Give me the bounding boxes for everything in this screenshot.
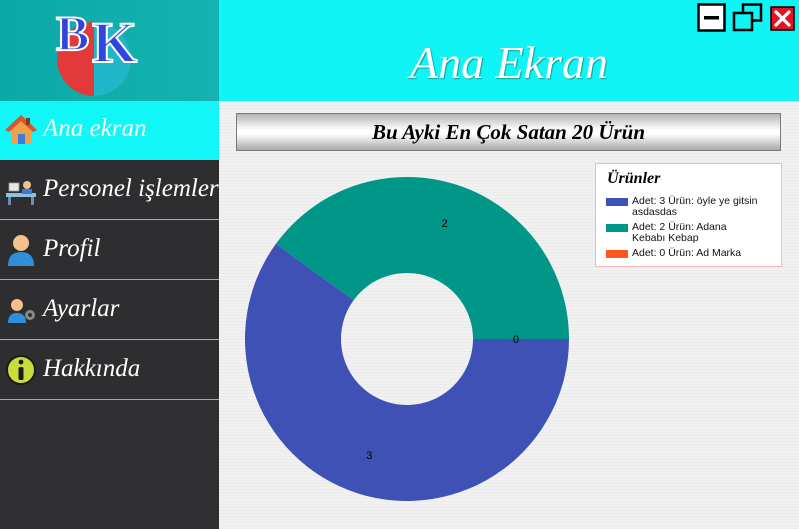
- info-icon: [6, 355, 36, 385]
- legend-label: Adet: 2 Ürün: Adana Kebabı Kebap: [632, 221, 727, 244]
- sidebar-item-label: Profil: [43, 235, 101, 262]
- minimize-icon: [697, 3, 726, 32]
- chart-title: Bu Ayki En Çok Satan 20 Ürün: [371, 120, 646, 144]
- user-settings-icon: [8, 299, 35, 323]
- app-logo: B K: [55, 4, 138, 96]
- donut-chart: 3 2 0: [245, 176, 569, 501]
- minimize-button[interactable]: [697, 3, 726, 32]
- sidebar-item-label: Ayarlar: [43, 295, 120, 322]
- chart-legend: Ürünler Adet: 3 Ürün: öyle ye gitsin asd…: [595, 163, 782, 267]
- close-button[interactable]: [770, 6, 795, 31]
- sidebar-item-ayarlar[interactable]: Ayarlar: [0, 281, 219, 340]
- data-label: 0: [513, 334, 519, 346]
- sidebar-item-ana-ekran[interactable]: Ana ekran: [0, 101, 219, 160]
- sidebar-item-profil[interactable]: Profil: [0, 221, 219, 280]
- page-title: Ana Ekran: [409, 37, 608, 88]
- chart-title-bar: Bu Ayki En Çok Satan 20 Ürün: [236, 113, 781, 151]
- logo-area: B K: [0, 0, 219, 101]
- svg-text:B: B: [56, 5, 89, 61]
- legend-swatch: [606, 250, 628, 258]
- restore-icon: [732, 3, 763, 32]
- home-icon: [5, 115, 37, 144]
- user-icon: [8, 235, 34, 266]
- sidebar-item-personel-islemleri[interactable]: Personel işlemleri: [0, 161, 226, 220]
- sidebar-item-hakkinda[interactable]: Hakkında: [0, 341, 219, 400]
- legend-label: Adet: 3 Ürün: öyle ye gitsin asdasdas: [632, 195, 758, 218]
- data-label: 3: [366, 450, 372, 462]
- legend-swatch: [606, 198, 628, 206]
- svg-text:K: K: [92, 10, 137, 75]
- sidebar-item-label: Hakkında: [43, 355, 141, 382]
- legend-label: Adet: 0 Ürün: Ad Marka: [632, 247, 742, 259]
- pie-slice: [275, 176, 569, 339]
- staff-desk-icon: [6, 181, 36, 205]
- close-icon: [770, 6, 795, 31]
- data-label: 2: [442, 218, 448, 230]
- sidebar-item-label: Ana ekran: [43, 115, 147, 142]
- legend-title: Ürünler: [607, 170, 661, 187]
- sidebar-item-label: Personel işlemleri: [43, 175, 226, 202]
- pie-slice: [245, 243, 569, 501]
- legend-swatch: [606, 224, 628, 232]
- restore-button[interactable]: [732, 3, 763, 32]
